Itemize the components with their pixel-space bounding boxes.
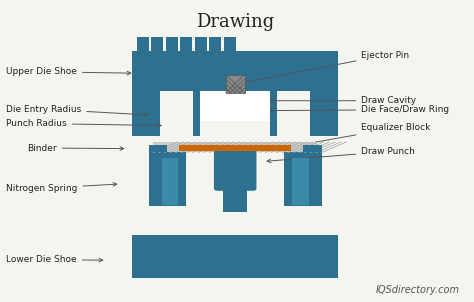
Text: Equalizer Block: Equalizer Block [287,123,431,149]
Bar [154,142,317,153]
Bar [152,37,163,51]
Bar [210,37,221,51]
Bar [132,91,160,136]
Text: Ejector Pin: Ejector Pin [241,51,410,84]
Text: IQSdirectory.com: IQSdirectory.com [375,284,460,295]
Bar [195,37,207,51]
Bar [224,37,236,51]
Text: Lower Die Shoe: Lower Die Shoe [6,255,103,264]
Bar [303,145,322,153]
Bar [179,145,292,151]
Bar [292,159,309,205]
Bar [226,75,245,93]
Bar [166,37,178,51]
Text: Draw Cavity: Draw Cavity [269,96,417,105]
Bar [270,91,277,136]
Text: Upper Die Shoe: Upper Die Shoe [6,67,131,76]
Bar [181,37,192,51]
Text: Punch Radius: Punch Radius [6,119,161,128]
Bar [193,91,200,136]
Bar [310,91,338,136]
Text: Nitrogen Spring: Nitrogen Spring [6,182,117,193]
Text: Drawing: Drawing [196,13,274,31]
Bar [162,159,178,205]
Bar [224,188,247,212]
FancyBboxPatch shape [214,150,256,191]
Bar [149,153,186,206]
Text: Draw Punch: Draw Punch [267,147,415,163]
Text: Die Face/Draw Ring: Die Face/Draw Ring [269,105,449,114]
Bar [137,37,149,51]
Bar [284,153,322,206]
Bar [132,51,338,91]
Bar [149,145,167,153]
Bar [200,91,270,121]
Bar [132,241,338,278]
Bar [132,235,338,242]
Text: Die Entry Radius: Die Entry Radius [6,104,147,117]
Text: Binder: Binder [27,143,124,153]
